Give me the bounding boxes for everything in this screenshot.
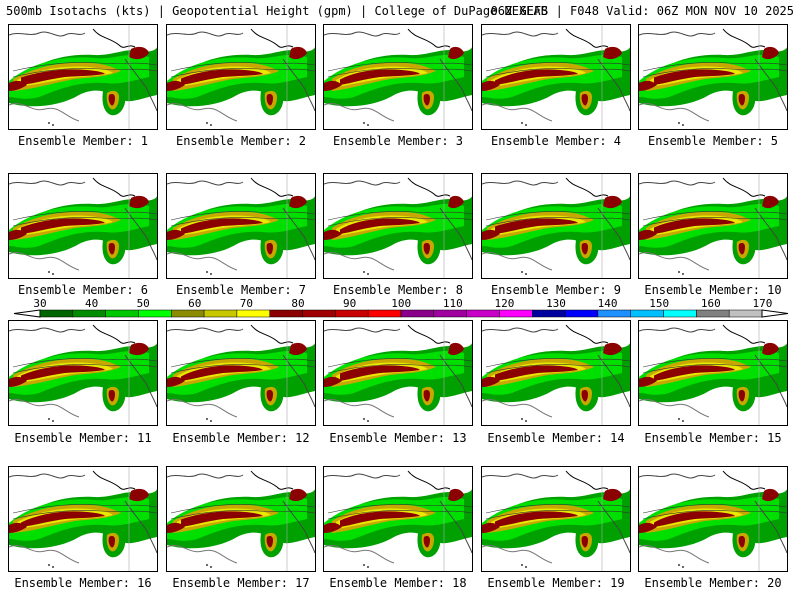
- ensemble-member-map: [638, 320, 788, 426]
- colorbar-swatch: [466, 309, 500, 318]
- colorbar-tick-label: 120: [494, 297, 515, 310]
- colorbar-swatch: [597, 309, 631, 318]
- colorbar-tick-label: 150: [649, 297, 670, 310]
- ensemble-member-label: Ensemble Member: 3: [332, 134, 464, 148]
- colorbar-tick-label: 80: [291, 297, 305, 310]
- colorbar-swatch: [236, 309, 270, 318]
- ensemble-member-label: Ensemble Member: 1: [17, 134, 149, 148]
- colorbar-swatch: [367, 309, 402, 318]
- ensemble-member-label: Ensemble Member: 5: [647, 134, 779, 148]
- ensemble-member-map: [481, 173, 631, 279]
- colorbar-tick-label: 130: [546, 297, 566, 310]
- ensemble-member-map: [8, 24, 158, 130]
- ensemble-member-label: Ensemble Member: 16: [14, 576, 152, 590]
- colorbar-tick-label: 160: [700, 297, 721, 310]
- colorbar-swatch: [302, 309, 336, 318]
- ensemble-member-label: Ensemble Member: 2: [175, 134, 307, 148]
- colorbar-swatch: [269, 309, 303, 318]
- colorbar-swatch: [630, 309, 664, 318]
- colorbar-swatch: [105, 309, 139, 318]
- colorbar-swatch: [499, 309, 533, 318]
- colorbar-swatch: [39, 309, 74, 318]
- colorbar-swatch: [138, 309, 172, 318]
- ensemble-member-map: [166, 466, 316, 572]
- ensemble-member-map: [323, 173, 473, 279]
- ensemble-member-map: [481, 24, 631, 130]
- colorbar-swatch: [335, 309, 369, 318]
- colorbar-tick-label: 140: [597, 297, 618, 310]
- colorbar-swatch: [663, 309, 697, 318]
- ensemble-member-label: Ensemble Member: 9: [490, 283, 622, 297]
- ensemble-member-map: [166, 320, 316, 426]
- ensemble-member-label: Ensemble Member: 8: [332, 283, 464, 297]
- ensemble-member-map: [8, 173, 158, 279]
- ensemble-member-map: [638, 466, 788, 572]
- colorbar-swatch: [400, 309, 435, 318]
- ensemble-member-map: [323, 320, 473, 426]
- colorbar-swatch: [728, 309, 763, 318]
- ensemble-member-label: Ensemble Member: 13: [329, 431, 467, 445]
- colorbar-tick-label: 30: [33, 297, 47, 310]
- ensemble-member-map: [638, 173, 788, 279]
- colorbar-tick-label: 100: [391, 297, 412, 310]
- ensemble-member-map: [323, 24, 473, 130]
- colorbar-swatch: [203, 309, 238, 318]
- ensemble-member-map: [481, 320, 631, 426]
- ensemble-member-map: [166, 173, 316, 279]
- ensemble-member-label: Ensemble Member: 14: [487, 431, 625, 445]
- colorbar-swatch: [171, 309, 205, 318]
- colorbar-swatch: [564, 309, 599, 318]
- colorbar-low-arrow: [13, 309, 41, 318]
- ensemble-member-label: Ensemble Member: 17: [172, 576, 310, 590]
- ensemble-member-label: Ensemble Member: 7: [175, 283, 307, 297]
- ensemble-member-map: [8, 320, 158, 426]
- ensemble-member-label: Ensemble Member: 10: [644, 283, 782, 297]
- colorbar-swatch: [72, 309, 106, 318]
- ensemble-member-label: Ensemble Member: 15: [644, 431, 782, 445]
- ensemble-member-label: Ensemble Member: 6: [17, 283, 149, 297]
- ensemble-member-map: [8, 466, 158, 572]
- colorbar-tick-label: 170: [752, 297, 773, 310]
- colorbar-tick-label: 50: [136, 297, 150, 310]
- colorbar-high-arrow: [761, 309, 789, 318]
- colorbar-swatch: [696, 309, 730, 318]
- ensemble-member-map: [638, 24, 788, 130]
- ensemble-member-label: Ensemble Member: 18: [329, 576, 467, 590]
- colorbar-tick-label: 110: [442, 297, 463, 310]
- ensemble-member-label: Ensemble Member: 11: [14, 431, 152, 445]
- colorbar-tick-label: 60: [188, 297, 202, 310]
- ensemble-member-label: Ensemble Member: 19: [487, 576, 625, 590]
- run-valid-time: 06Z GEFS | F048 Valid: 06Z MON NOV 10 20…: [490, 4, 794, 18]
- ensemble-member-label: Ensemble Member: 4: [490, 134, 622, 148]
- colorbar-swatch: [532, 309, 566, 318]
- ensemble-member-map: [323, 466, 473, 572]
- colorbar-tick-label: 90: [342, 297, 357, 310]
- map-title: 500mb Isotachs (kts) | Geopotential Heig…: [6, 4, 548, 18]
- ensemble-member-map: [481, 466, 631, 572]
- colorbar-swatch: [433, 309, 467, 318]
- isotach-colorbar: [13, 309, 789, 318]
- ensemble-member-label: Ensemble Member: 20: [644, 576, 782, 590]
- colorbar-tick-label: 40: [84, 297, 99, 310]
- colorbar-tick-label: 70: [239, 297, 254, 310]
- ensemble-member-label: Ensemble Member: 12: [172, 431, 310, 445]
- ensemble-member-map: [166, 24, 316, 130]
